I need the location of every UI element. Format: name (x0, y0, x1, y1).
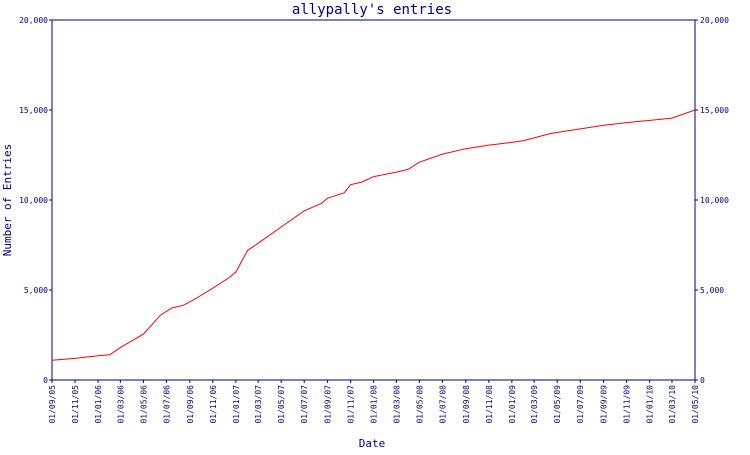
chart-title: allypally's entries (292, 2, 452, 18)
series-layer (51, 109, 696, 361)
x-tick-label: 01/03/07 (254, 385, 263, 424)
x-tick-label: 01/11/06 (209, 385, 218, 424)
x-tick-label: 01/03/10 (668, 385, 677, 424)
x-axis-label: Date (359, 437, 386, 450)
x-tick-label: 01/01/08 (370, 385, 379, 424)
x-ticks: 01/09/05 01/11/05 01/01/06 01/03/06 01/05/06… (48, 380, 700, 424)
x-tick-label: 01/03/08 (392, 385, 401, 424)
y-tick-label-right: 20,000 (700, 16, 729, 25)
x-tick-label: 01/11/07 (347, 385, 356, 424)
x-tick-label: 01/09/06 (186, 385, 195, 424)
y-tick-label-right: 10,000 (700, 196, 729, 205)
x-tick-label: 01/05/07 (277, 385, 286, 424)
series-line (51, 109, 696, 361)
x-tick-label: 01/05/06 (139, 385, 148, 424)
x-tick-label: 01/03/06 (116, 385, 125, 424)
y-tick-label-left: 15,000 (19, 106, 48, 115)
x-tick-label: 01/01/09 (508, 385, 517, 424)
x-tick-label: 01/07/07 (300, 385, 309, 424)
x-tick-label: 01/09/05 (48, 385, 57, 424)
x-tick-label: 01/09/07 (324, 385, 333, 424)
x-tick-label: 01/01/10 (646, 385, 655, 424)
x-tick-label: 01/07/09 (576, 385, 585, 424)
y-tick-label-left: 20,000 (19, 16, 48, 25)
x-tick-label: 01/07/08 (438, 385, 447, 424)
y-tick-label-right: 15,000 (700, 106, 729, 115)
x-tick-label: 01/01/06 (94, 385, 103, 424)
x-tick-label: 01/09/09 (600, 385, 609, 424)
x-tick-label: 01/01/07 (232, 385, 241, 424)
x-tick-label: 01/11/05 (71, 385, 80, 424)
y-tick-label-right: 0 (700, 376, 705, 385)
x-tick-label: 01/11/09 (623, 385, 632, 424)
x-tick-label: 01/05/09 (553, 385, 562, 424)
y-ticks-left: 0 5,000 10,000 15,000 20,000 (19, 16, 52, 385)
y-tick-label-right: 5,000 (700, 286, 724, 295)
y-tick-label-left: 10,000 (19, 196, 48, 205)
x-tick-label: 01/05/08 (415, 385, 424, 424)
x-tick-label: 01/11/08 (485, 385, 494, 424)
x-tick-label: 01/05/10 (691, 385, 700, 424)
y-ticks-right: 0 5,000 10,000 15,000 20,000 (695, 16, 729, 385)
y-tick-label-left: 5,000 (24, 286, 48, 295)
x-tick-label: 01/09/08 (462, 385, 471, 424)
x-tick-label: 01/07/06 (162, 385, 171, 424)
y-axis-label: Number of Entries (1, 144, 14, 257)
x-tick-label: 01/03/09 (530, 385, 539, 424)
plot-frame (51, 19, 696, 381)
y-tick-label-left: 0 (43, 376, 48, 385)
